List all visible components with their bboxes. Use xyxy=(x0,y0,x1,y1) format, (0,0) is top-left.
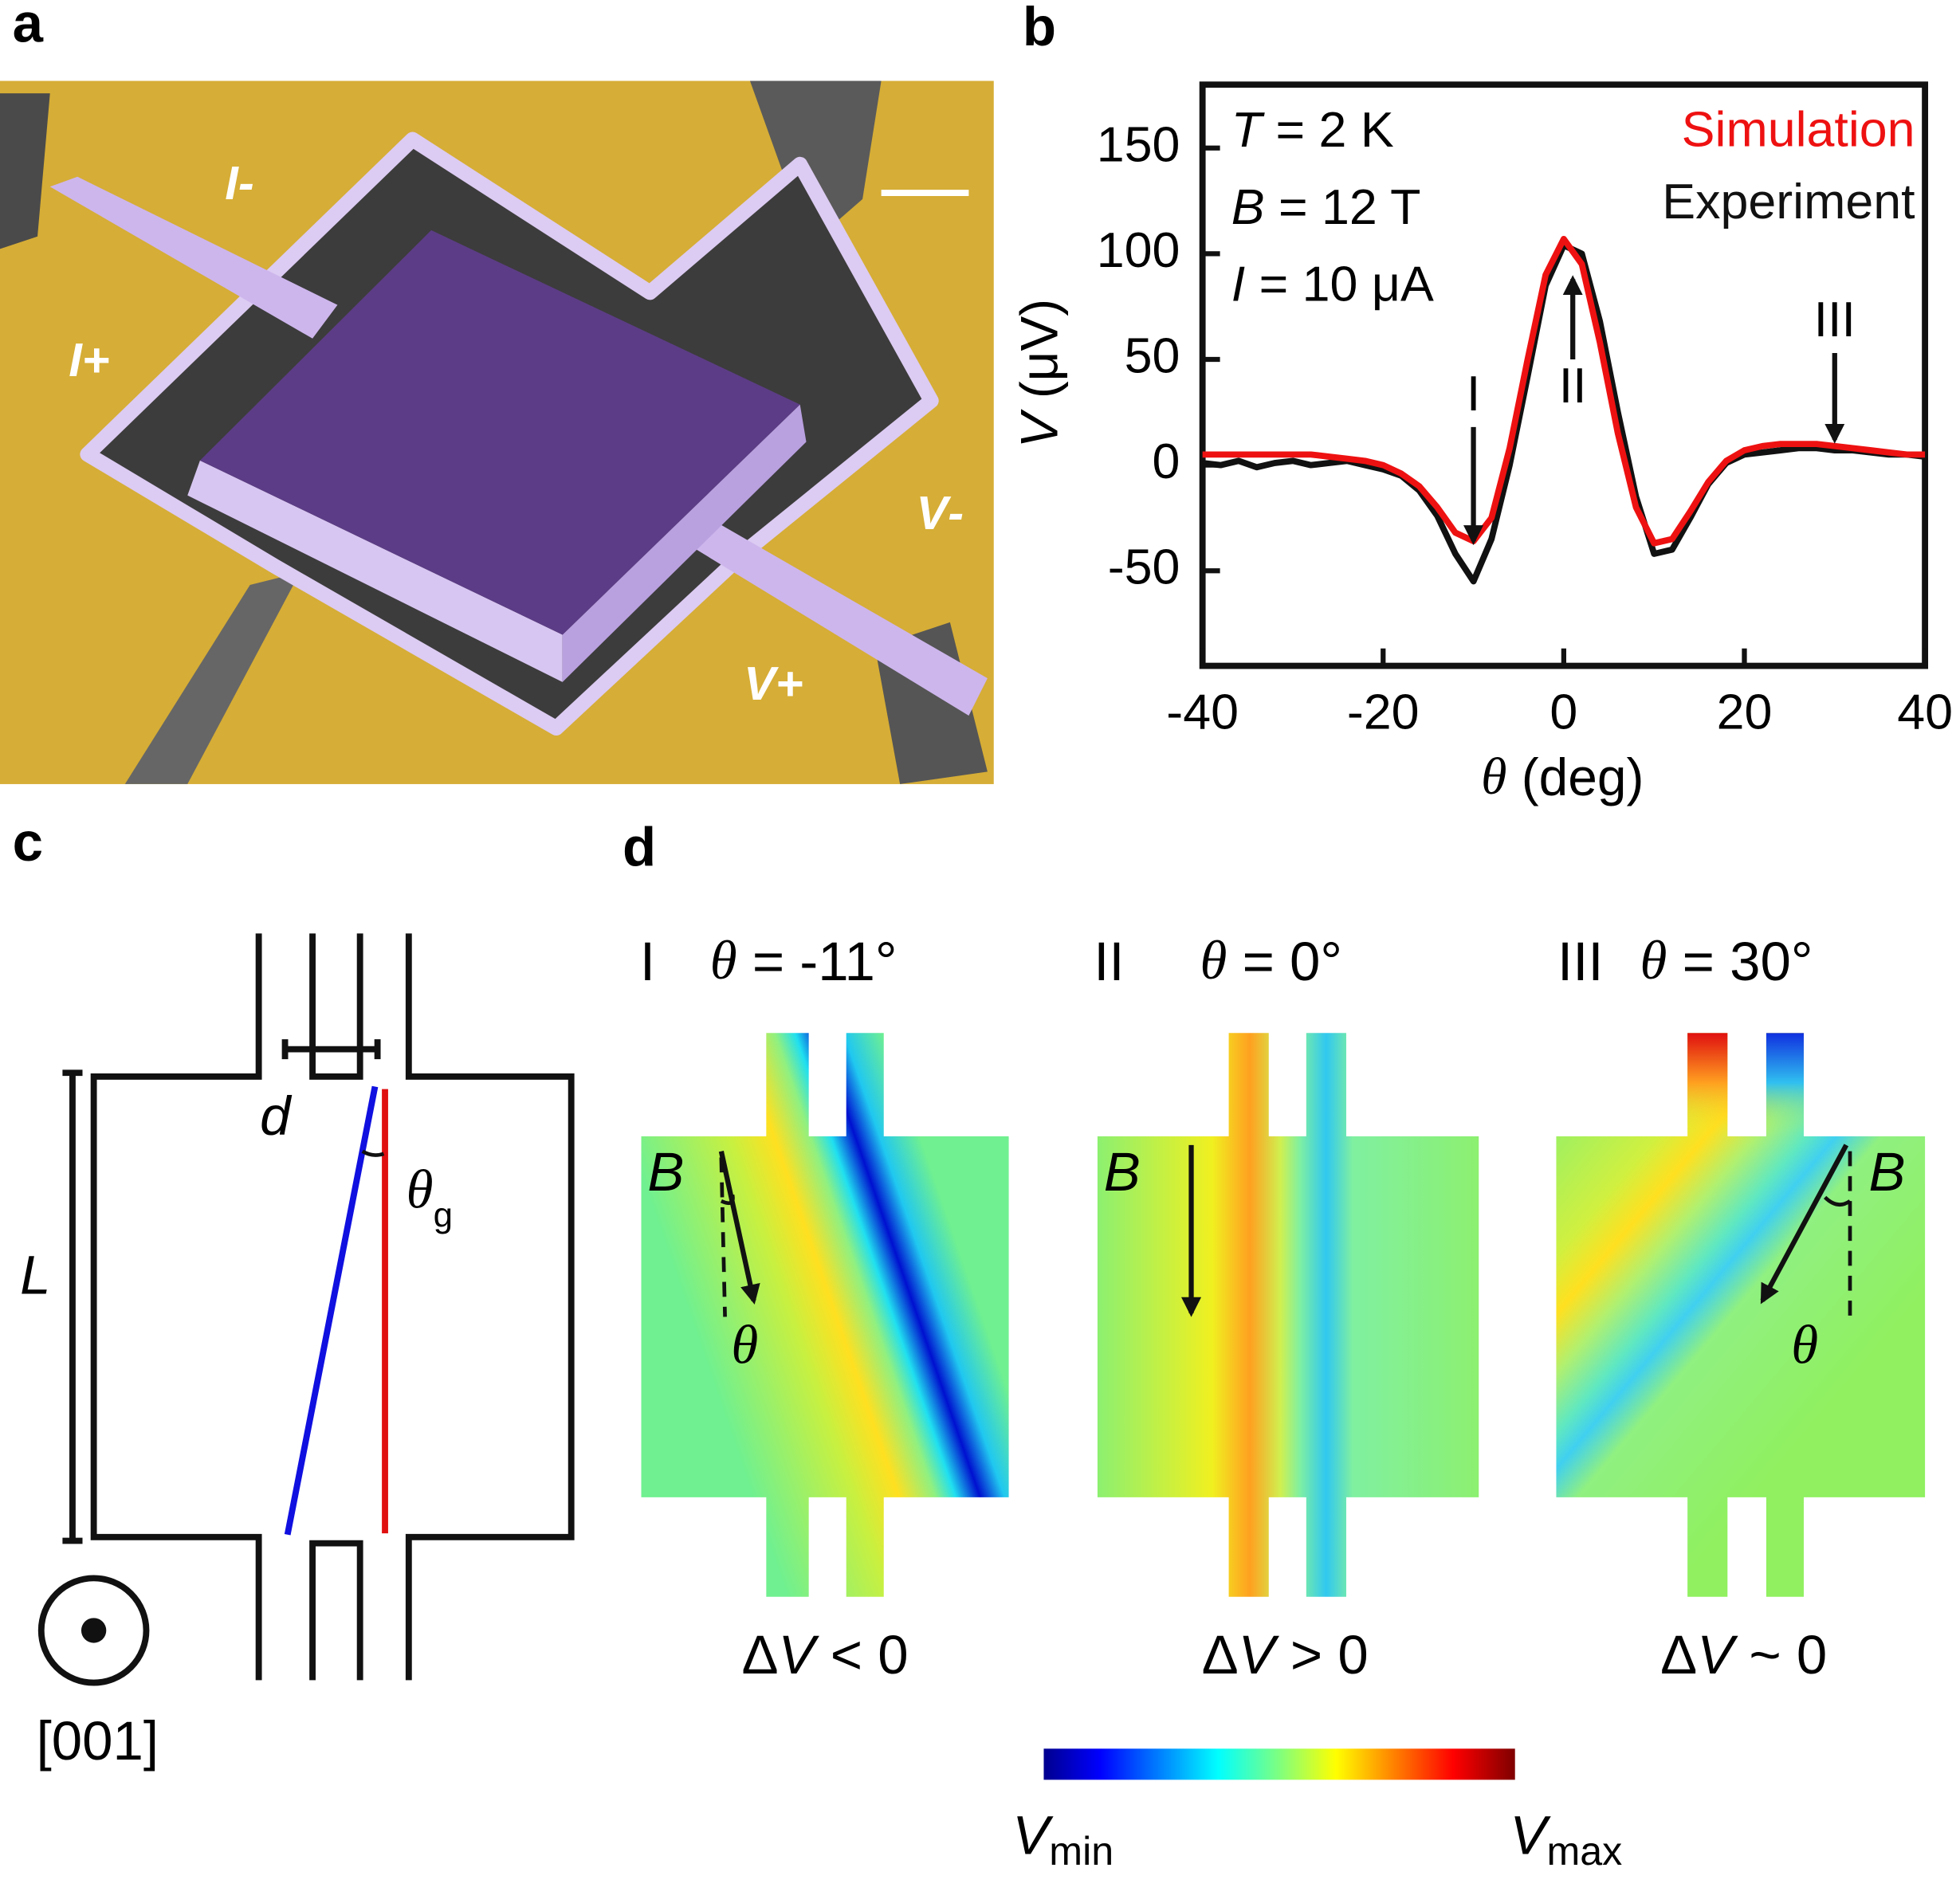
case-label: II xyxy=(1094,931,1124,992)
field-label: B xyxy=(1869,1141,1906,1203)
angle-label: θ = -11° xyxy=(710,930,898,992)
annotation-label: I xyxy=(1467,366,1480,422)
x-tick-label: -40 xyxy=(1166,685,1239,740)
schematic xyxy=(37,933,575,1686)
condition-label: T = 2 K xyxy=(1231,102,1394,158)
lead-label: I+ xyxy=(69,333,109,386)
angle-label: θ = 30° xyxy=(1640,930,1813,992)
angle-label: θg xyxy=(407,1159,453,1234)
legend-label: Simulation xyxy=(1682,102,1915,158)
x-tick-label: -20 xyxy=(1347,685,1420,740)
colorbar-label: Vmin xyxy=(1012,1805,1114,1874)
case-label: III xyxy=(1557,931,1604,992)
dimension-label: d xyxy=(260,1085,293,1147)
x-tick-label: 20 xyxy=(1717,685,1773,740)
dimension-label: L xyxy=(20,1245,50,1306)
panel-label: c xyxy=(13,811,43,873)
x-axis-label: θ (deg) xyxy=(1481,747,1644,806)
y-tick-label: 150 xyxy=(1097,116,1180,172)
field-label: B xyxy=(1104,1141,1141,1203)
angle-label: θ = 0° xyxy=(1200,930,1343,992)
field-label: B xyxy=(647,1141,684,1203)
series-line xyxy=(1202,235,1926,547)
x-tick-label: 0 xyxy=(1550,685,1577,740)
result-label: ΔV > 0 xyxy=(1202,1624,1369,1685)
y-axis-label: V (μV) xyxy=(1010,299,1069,448)
y-tick-label: -50 xyxy=(1108,540,1180,595)
lead-label: I- xyxy=(225,156,253,210)
panel-label: b xyxy=(1023,0,1056,57)
x-tick-label: 40 xyxy=(1897,685,1953,740)
device-image xyxy=(0,80,994,784)
lead-label: V- xyxy=(917,486,964,540)
panel-label: d xyxy=(623,817,656,878)
result-label: ΔV ~ 0 xyxy=(1660,1624,1827,1685)
panel-label: a xyxy=(13,0,44,53)
chart: -50 0 50 100 150 -40 -20 0 20 40 θ (deg) V (μV) T = … xyxy=(1010,81,1953,806)
result-label: ΔV < 0 xyxy=(741,1624,908,1685)
y-tick-label: 0 xyxy=(1153,434,1180,489)
case-label: I xyxy=(640,931,655,992)
colorbar-label: Vmax xyxy=(1510,1805,1622,1874)
map xyxy=(641,1033,1926,1780)
condition-label: B = 12 T xyxy=(1231,179,1421,235)
annotation-label: III xyxy=(1814,292,1856,347)
y-tick-label: 100 xyxy=(1097,222,1180,278)
angle-label: θ xyxy=(731,1314,758,1375)
angle-label: θ xyxy=(1791,1314,1818,1375)
annotation-label: II xyxy=(1559,358,1587,414)
condition-label: I = 10 μA xyxy=(1231,256,1434,312)
y-tick-label: 50 xyxy=(1125,328,1180,384)
lead-label: V+ xyxy=(744,657,803,710)
legend-label: Experiment xyxy=(1662,174,1915,230)
axis-label: [001] xyxy=(37,1710,159,1772)
